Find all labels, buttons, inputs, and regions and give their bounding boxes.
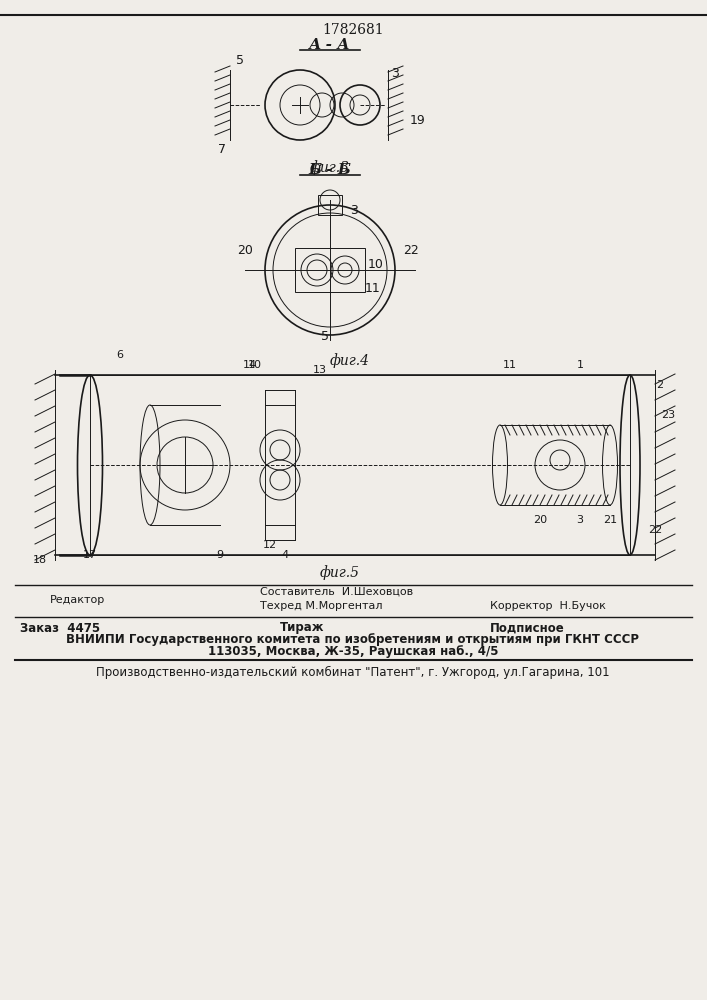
Text: 14: 14 — [243, 360, 257, 370]
Text: 1: 1 — [576, 360, 583, 370]
Text: 21: 21 — [603, 515, 617, 525]
Text: Подписное: Подписное — [490, 621, 565, 635]
Text: 7: 7 — [218, 143, 226, 156]
Text: 20: 20 — [237, 243, 253, 256]
Text: фиг.5: фиг.5 — [320, 565, 360, 580]
Text: Тираж: Тираж — [280, 621, 325, 635]
Text: 10: 10 — [368, 258, 384, 271]
Text: 6: 6 — [117, 350, 124, 360]
Text: 23: 23 — [661, 410, 675, 420]
Text: фиг.4: фиг.4 — [330, 353, 370, 368]
Text: 22: 22 — [648, 525, 662, 535]
Text: Б - Б: Б - Б — [308, 163, 351, 177]
Text: 1782681: 1782681 — [322, 23, 384, 37]
Text: Техред М.Моргентал: Техред М.Моргентал — [260, 601, 382, 611]
Text: 5: 5 — [321, 330, 329, 343]
Bar — [295, 248, 365, 292]
Text: 12: 12 — [263, 540, 277, 550]
Text: фиг.3: фиг.3 — [310, 160, 350, 175]
Text: 2: 2 — [656, 380, 664, 390]
Text: 13: 13 — [313, 365, 327, 375]
Text: 22: 22 — [403, 243, 419, 256]
Text: 5: 5 — [236, 54, 244, 67]
Text: 11: 11 — [365, 282, 381, 294]
Text: 17: 17 — [83, 550, 97, 560]
Text: Корректор  Н.Бучок: Корректор Н.Бучок — [490, 601, 606, 611]
Text: 19: 19 — [410, 113, 426, 126]
Text: 9: 9 — [216, 550, 223, 560]
Text: Производственно-издательский комбинат "Патент", г. Ужгород, ул.Гагарина, 101: Производственно-издательский комбинат "П… — [96, 665, 610, 679]
Text: 3: 3 — [350, 204, 358, 217]
Text: 3: 3 — [391, 67, 399, 80]
Text: 10: 10 — [248, 360, 262, 370]
Text: 20: 20 — [533, 515, 547, 525]
Text: Редактор: Редактор — [50, 595, 105, 605]
Text: 11: 11 — [503, 360, 517, 370]
Text: ВНИИПИ Государственного комитета по изобретениям и открытиям при ГКНТ СССР: ВНИИПИ Государственного комитета по изоб… — [66, 634, 640, 647]
Text: А - А: А - А — [309, 38, 351, 52]
Text: 4: 4 — [281, 550, 288, 560]
Bar — [318, 195, 342, 215]
Text: Составитель  И.Шеховцов: Составитель И.Шеховцов — [260, 587, 413, 597]
Text: 3: 3 — [576, 515, 583, 525]
Text: 113035, Москва, Ж-35, Раушская наб., 4/5: 113035, Москва, Ж-35, Раушская наб., 4/5 — [208, 645, 498, 658]
Text: 18: 18 — [33, 555, 47, 565]
Text: Заказ  4475: Заказ 4475 — [20, 621, 100, 635]
